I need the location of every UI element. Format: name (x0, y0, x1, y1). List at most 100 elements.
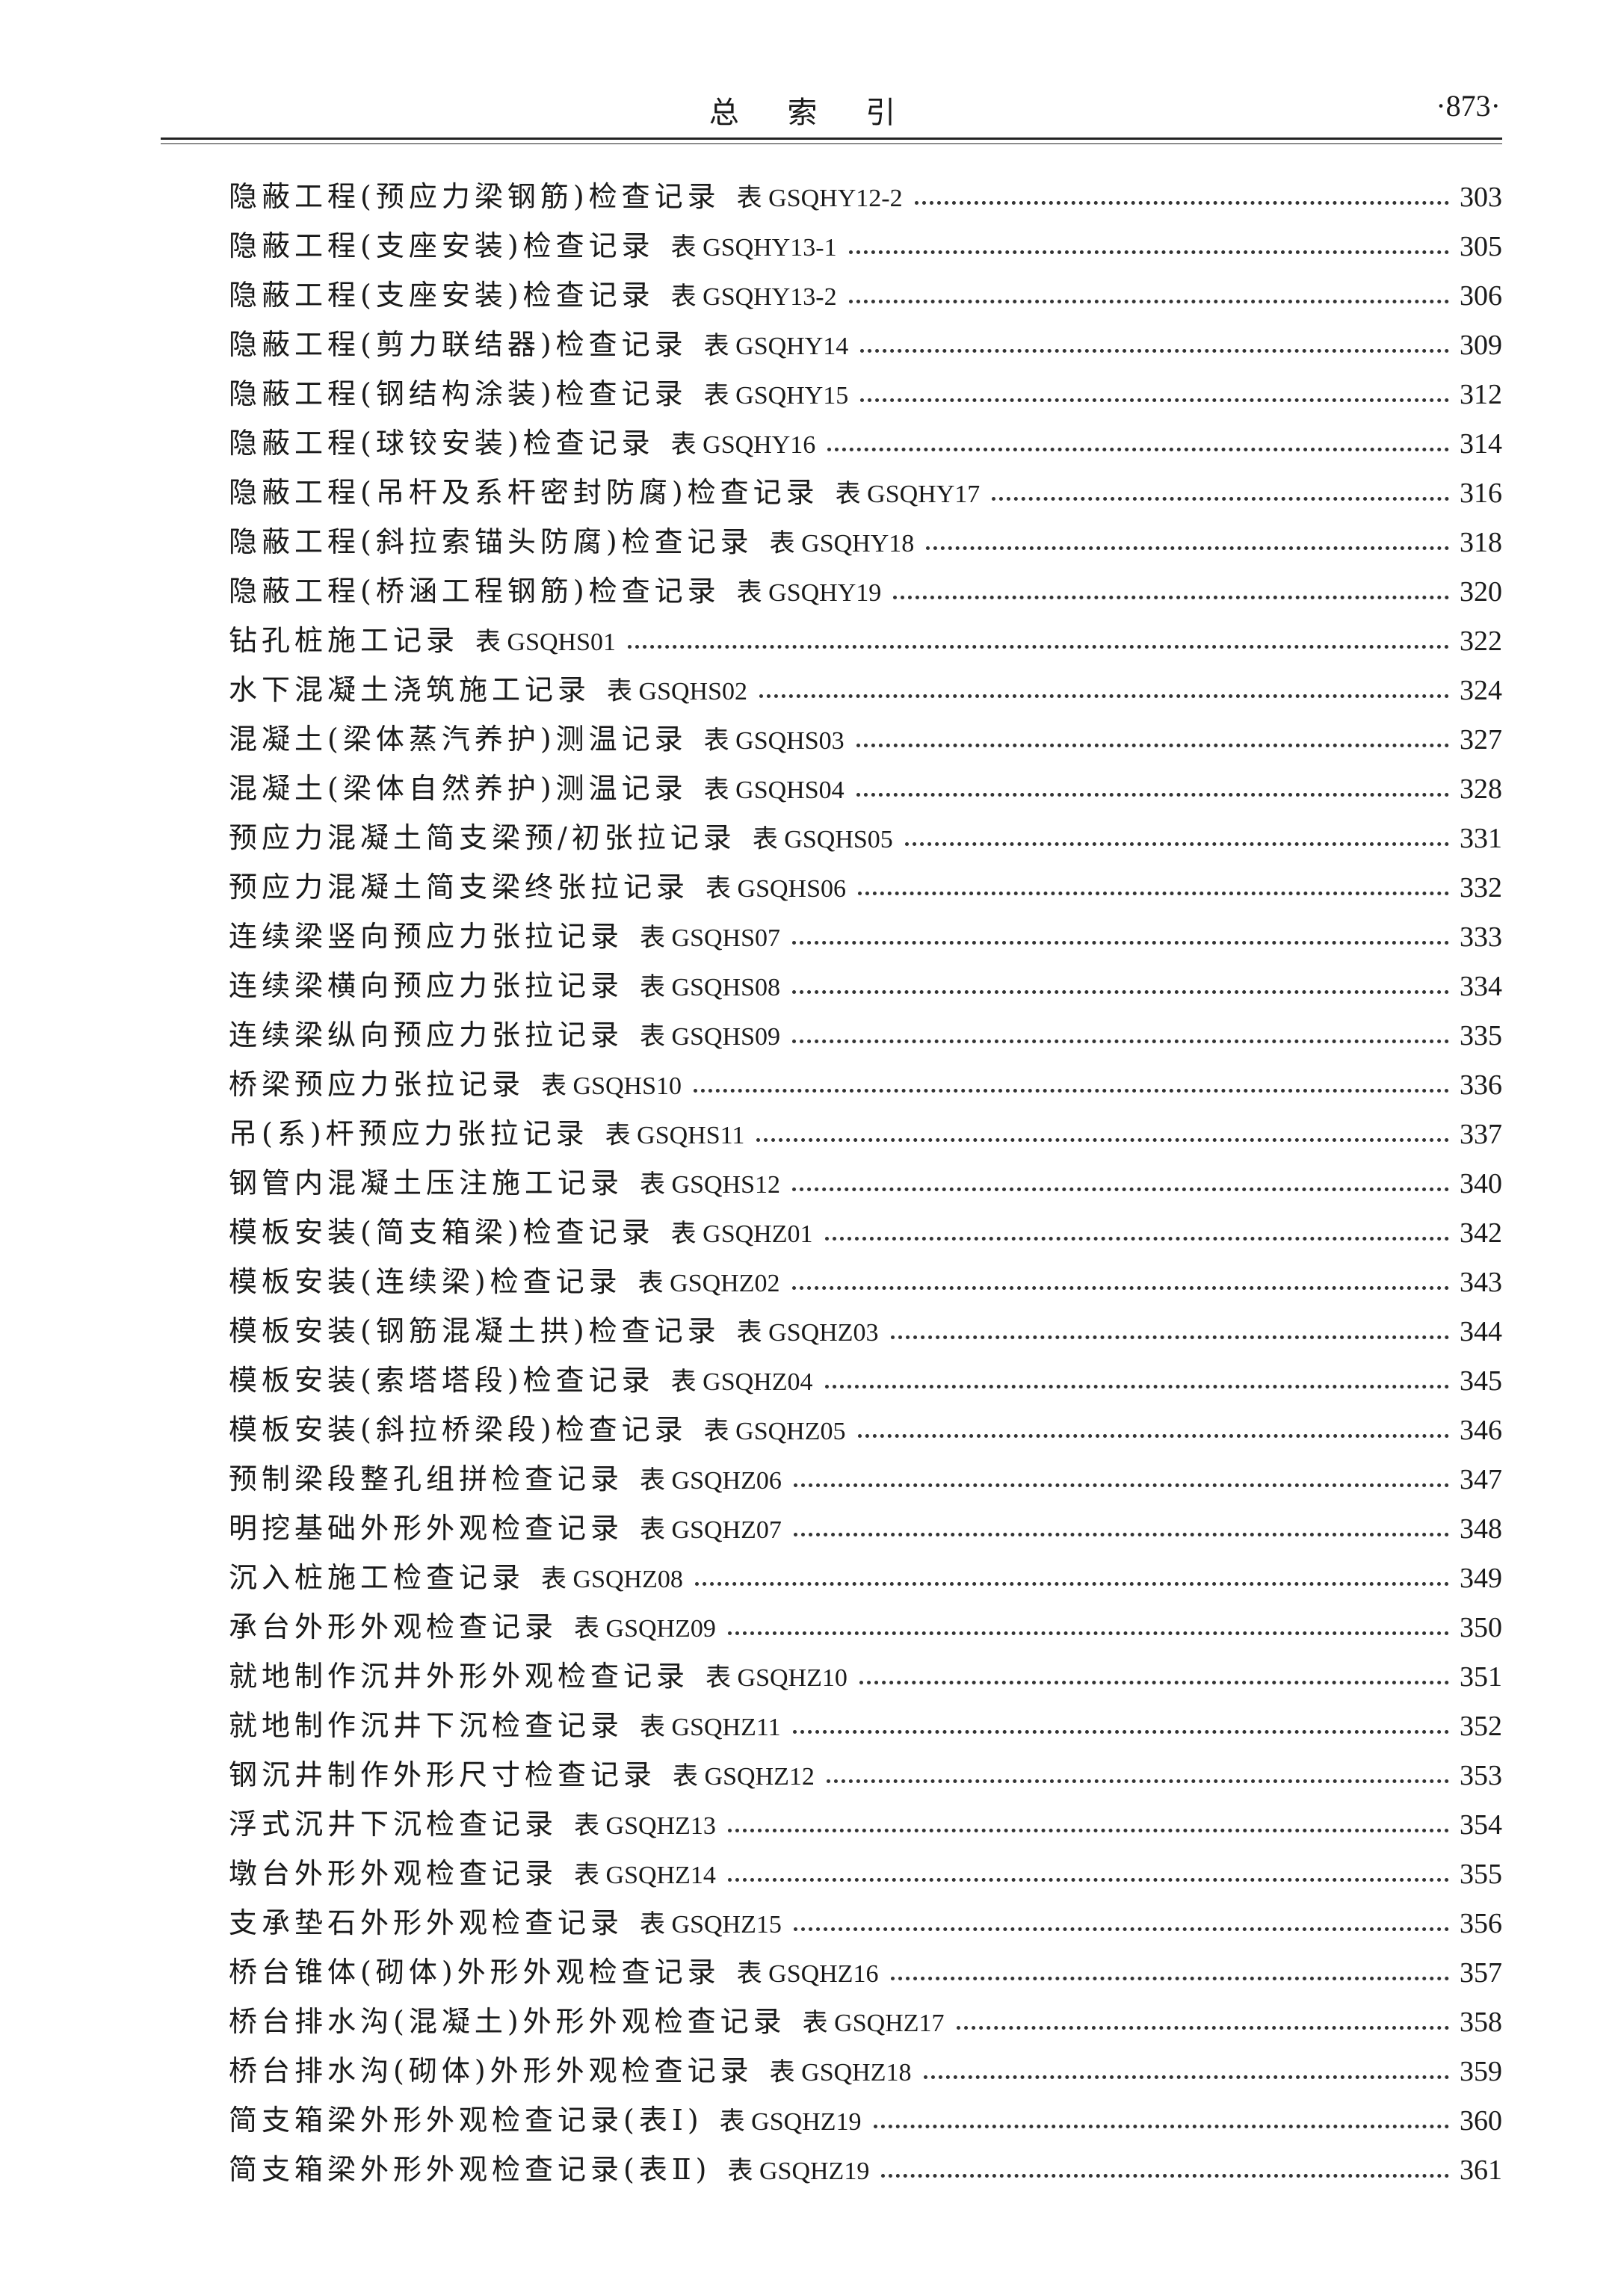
entry-form-code: 表 GSQHZ15 (640, 1911, 782, 1939)
entry-form-code: 表 GSQHS10 (541, 1072, 682, 1100)
entry-title: 混凝土(梁体蒸汽养护)测温记录 (229, 723, 688, 756)
entry-form-code: 表 GSQHZ09 (574, 1615, 716, 1643)
dot-leader (827, 447, 1449, 451)
entry-page: 334 (1460, 971, 1502, 1002)
entry-title: 模板安装(钢筋混凝土拱)检查记录 (229, 1315, 720, 1347)
entry-page: 316 (1460, 478, 1502, 509)
index-entry: 隐蔽工程(支座安装)检查记录表 GSQHY13-2 306 (229, 271, 1502, 320)
entry-form-code: 表 GSQHS02 (607, 678, 747, 705)
dot-leader (756, 1137, 1449, 1142)
index-entry: 预应力混凝土简支梁终张拉记录表 GSQHS06 332 (229, 862, 1502, 912)
index-entry: 简支箱梁外形外观检查记录(表Ⅱ) 表 GSQHZ19 361 (229, 2145, 1502, 2194)
entry-page: 342 (1460, 1217, 1502, 1249)
entry-title: 浮式沉井下沉检查记录 (229, 1808, 558, 1841)
entry-form-code: 表 GSQHZ07 (640, 1516, 782, 1544)
entry-page: 346 (1460, 1415, 1502, 1446)
entry-form-code: 表 GSQHS11 (605, 1122, 745, 1149)
entry-title: 隐蔽工程(斜拉索锚头防腐)检查记录 (229, 525, 753, 558)
entry-page: 335 (1460, 1020, 1502, 1051)
entry-title: 隐蔽工程(吊杆及系杆密封防腐)检查记录 (229, 476, 819, 509)
dot-leader (727, 1828, 1449, 1832)
entry-page: 327 (1460, 724, 1502, 756)
entry-form-code: 表 GSQHY19 (736, 579, 882, 607)
entry-form-code: 表 GSQHS08 (640, 974, 780, 1001)
entry-form-code: 表 GSQHS09 (640, 1023, 780, 1051)
entry-title: 简支箱梁外形外观检查记录(表Ⅰ) (229, 2104, 703, 2137)
entry-form-code: 表 GSQHS04 (703, 776, 845, 804)
dot-leader (727, 1877, 1449, 1882)
index-entry: 隐蔽工程(钢结构涂装)检查记录表 GSQHY15 312 (229, 369, 1502, 418)
index-entry: 浮式沉井下沉检查记录表 GSQHZ13 354 (229, 1800, 1502, 1849)
entry-form-code: 表 GSQHZ17 (802, 2010, 945, 2037)
index-entry: 模板安装(钢筋混凝土拱)检查记录表 GSQHZ03 344 (229, 1306, 1502, 1356)
entry-form-code: 表 GSQHZ11 (640, 1714, 781, 1741)
entry-title: 隐蔽工程(支座安装)检查记录 (229, 279, 655, 312)
entry-form-code: 表 GSQHY16 (670, 431, 816, 459)
page-number: ·873· (1436, 89, 1501, 123)
entry-page: 320 (1460, 576, 1502, 608)
entry-page: 312 (1460, 379, 1502, 410)
index-entry: 沉入桩施工检查记录表 GSQHZ08 349 (229, 1553, 1502, 1602)
dot-leader (792, 1039, 1449, 1043)
entry-form-code: 表 GSQHZ01 (670, 1220, 813, 1248)
dot-leader (824, 1236, 1449, 1241)
entry-page: 305 (1460, 231, 1502, 262)
entry-page: 359 (1460, 2056, 1502, 2087)
dot-leader (856, 743, 1449, 747)
entry-title: 预制梁段整孔组拼检查记录 (229, 1462, 624, 1495)
entry-title: 墩台外形外观检查记录 (229, 1857, 558, 1890)
entry-page: 337 (1460, 1119, 1502, 1150)
entry-form-code: 表 GSQHY17 (835, 481, 981, 508)
entry-page: 306 (1460, 280, 1502, 312)
dot-leader (859, 1680, 1449, 1684)
index-entry: 吊(系)杆预应力张拉记录表 GSQHS11 337 (229, 1109, 1502, 1158)
dot-leader (860, 348, 1449, 353)
dot-leader (694, 1088, 1449, 1093)
entry-page: 318 (1460, 527, 1502, 558)
dot-leader (893, 595, 1449, 599)
entry-page: 314 (1460, 428, 1502, 460)
dot-leader (824, 1384, 1449, 1389)
index-entry: 模板安装(简支箱梁)检查记录表 GSQHZ01 342 (229, 1208, 1502, 1257)
index-entry: 模板安装(连续梁)检查记录表 GSQHZ02 343 (229, 1257, 1502, 1306)
entry-form-code: 表 GSQHS03 (703, 727, 845, 755)
dot-leader (727, 1631, 1449, 1635)
index-entry: 隐蔽工程(斜拉索锚头防腐)检查记录表 GSQHY18 318 (229, 517, 1502, 566)
dot-leader (890, 1976, 1449, 1980)
entry-form-code: 表 GSQHZ05 (703, 1418, 846, 1445)
entry-page: 331 (1460, 823, 1502, 854)
entry-title: 隐蔽工程(预应力梁钢筋)检查记录 (229, 180, 720, 213)
header-rule-thick (161, 138, 1502, 140)
index-entry: 隐蔽工程(球铰安装)检查记录表 GSQHY16 314 (229, 418, 1502, 468)
entry-page: 358 (1460, 2007, 1502, 2038)
index-entry: 预制梁段整孔组拼检查记录表 GSQHZ06 347 (229, 1454, 1502, 1504)
dot-leader (759, 694, 1449, 698)
index-entry: 墩台外形外观检查记录表 GSQHZ14 355 (229, 1849, 1502, 1898)
entry-page: 343 (1460, 1267, 1502, 1298)
entry-title: 隐蔽工程(球铰安装)检查记录 (229, 427, 655, 460)
entry-form-code: 表 GSQHS07 (640, 924, 780, 952)
dot-leader (856, 792, 1449, 797)
entry-page: 332 (1460, 872, 1502, 904)
entry-title: 连续梁竖向预应力张拉记录 (229, 920, 624, 953)
entry-form-code: 表 GSQHZ03 (736, 1319, 879, 1347)
entry-form-code: 表 GSQHY13-1 (670, 234, 837, 262)
dot-leader (923, 2075, 1449, 2079)
entry-form-code: 表 GSQHY18 (769, 530, 915, 557)
entry-page: 349 (1460, 1563, 1502, 1594)
index-entry: 钢管内混凝土压注施工记录表 GSQHS12 340 (229, 1158, 1502, 1208)
entry-form-code: 表 GSQHS12 (640, 1171, 780, 1199)
index-entry: 隐蔽工程(支座安装)检查记录表 GSQHY13-1 305 (229, 221, 1502, 271)
dot-leader (848, 299, 1449, 303)
index-entry: 明挖基础外形外观检查记录表 GSQHZ07 348 (229, 1504, 1502, 1553)
entry-title: 桥台锥体(砌体)外形外观检查记录 (229, 1956, 720, 1989)
index-entry: 模板安装(索塔塔段)检查记录表 GSQHZ04 345 (229, 1356, 1502, 1405)
entry-title: 隐蔽工程(桥涵工程钢筋)检查记录 (229, 575, 720, 608)
entry-title: 隐蔽工程(剪力联结器)检查记录 (229, 328, 688, 361)
dot-leader (694, 1581, 1449, 1586)
entry-form-code: 表 GSQHZ16 (736, 1960, 879, 1988)
index-entry: 承台外形外观检查记录表 GSQHZ09 350 (229, 1602, 1502, 1652)
entry-page: 344 (1460, 1316, 1502, 1347)
entry-title: 支承垫石外形外观检查记录 (229, 1906, 624, 1939)
entry-form-code: 表 GSQHZ14 (574, 1862, 716, 1889)
